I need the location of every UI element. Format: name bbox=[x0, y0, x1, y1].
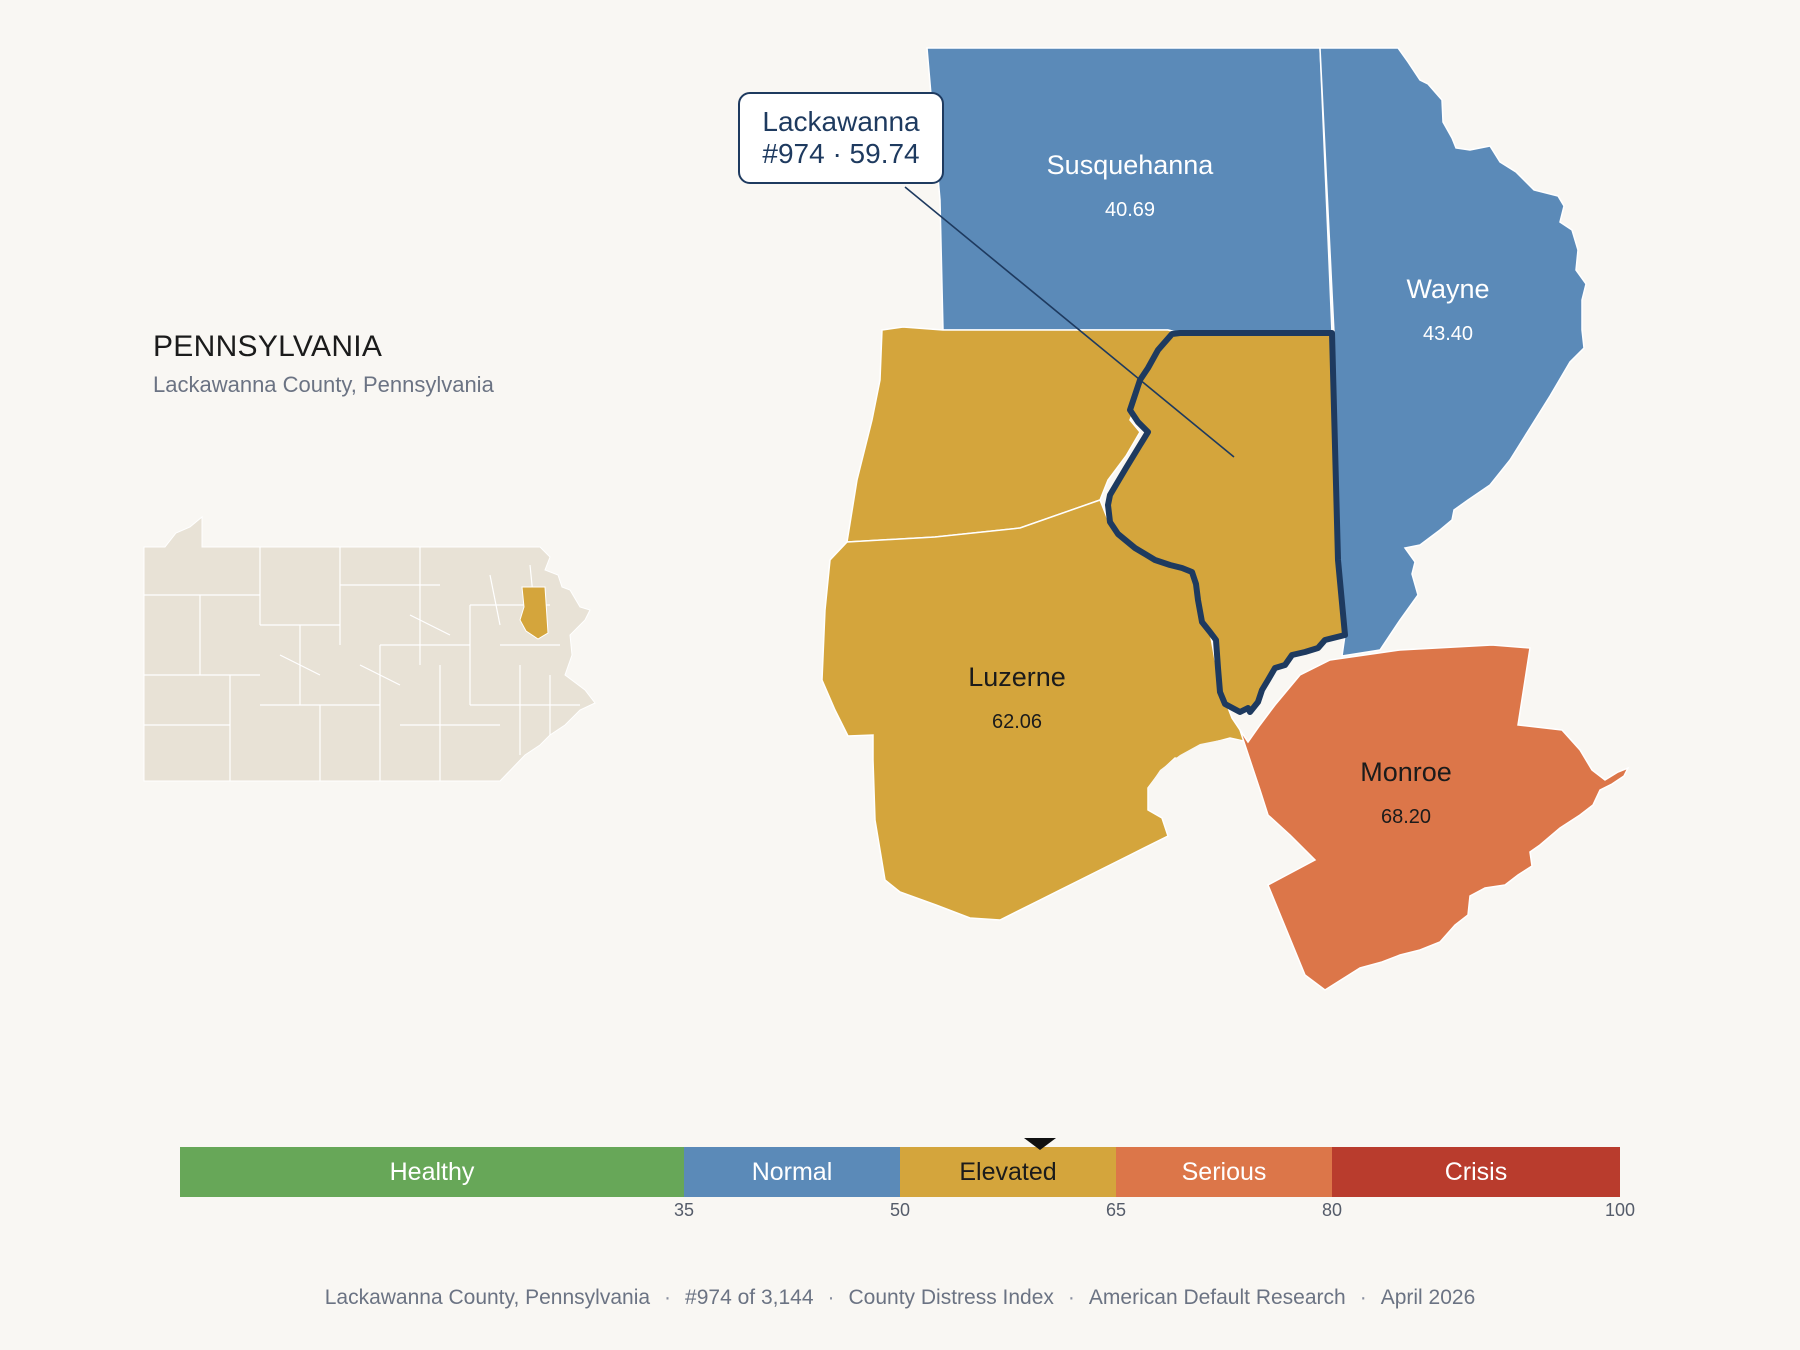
monroe-label: Monroe bbox=[1360, 757, 1452, 787]
luzerne-gap-water bbox=[1148, 740, 1240, 818]
footer-item: American Default Research bbox=[1088, 1286, 1346, 1309]
footer-item: April 2026 bbox=[1380, 1286, 1476, 1309]
monroe-value: 68.20 bbox=[1381, 806, 1431, 828]
scale-band-serious: Serious bbox=[1116, 1147, 1332, 1197]
susquehanna-label: Susquehanna bbox=[1047, 150, 1215, 180]
inset-county-lines bbox=[144, 547, 580, 781]
current-value-marker-icon bbox=[1024, 1138, 1057, 1150]
wayne-label: Wayne bbox=[1406, 274, 1489, 304]
scale-tick-label: 100 bbox=[1604, 1200, 1636, 1220]
county-map: Susquehanna 40.69 Wayne 43.40 Luzerne 62.06 Mo… bbox=[821, 47, 1630, 991]
distress-scale-bar: Healthy Normal Elevated Serious Crisis bbox=[180, 1147, 1620, 1197]
footer-separator: · bbox=[1359, 1286, 1367, 1309]
scale-band-normal: Normal bbox=[684, 1147, 900, 1197]
footer-item: Lackawanna County, Pennsylvania bbox=[324, 1286, 651, 1309]
scale-band-crisis: Crisis bbox=[1332, 1147, 1620, 1197]
scale-tick-label: 35 bbox=[673, 1200, 695, 1220]
county-monroe[interactable] bbox=[1239, 644, 1630, 991]
luzerne-value: 62.06 bbox=[992, 711, 1042, 733]
inset-highlight-county bbox=[519, 586, 549, 640]
scale-tick-label: 65 bbox=[1105, 1200, 1127, 1220]
scale-band-healthy: Healthy bbox=[180, 1147, 684, 1197]
scale-tick-label: 80 bbox=[1321, 1200, 1343, 1220]
callout-rank-score: #974 · 59.74 bbox=[762, 138, 920, 169]
callout-county-name: Lackawanna bbox=[762, 106, 920, 137]
pennsylvania-outline bbox=[143, 515, 596, 782]
susquehanna-value: 40.69 bbox=[1105, 199, 1155, 221]
pennsylvania-inset-map bbox=[143, 515, 596, 782]
scale-band-elevated: Elevated bbox=[900, 1147, 1116, 1197]
state-title: PENNSYLVANIA bbox=[153, 330, 383, 363]
wayne-value: 43.40 bbox=[1423, 323, 1473, 345]
footer-item: #974 of 3,144 bbox=[685, 1286, 814, 1309]
footer: Lackawanna County, Pennsylvania · #974 of … bbox=[0, 1286, 1800, 1310]
footer-item: County Distress Index bbox=[848, 1286, 1054, 1309]
county-wayne[interactable] bbox=[1319, 47, 1587, 657]
county-susquehanna[interactable] bbox=[926, 47, 1333, 334]
scale-tick-label: 50 bbox=[889, 1200, 911, 1220]
footer-separator: · bbox=[827, 1286, 835, 1309]
state-subtitle: Lackawanna County, Pennsylvania bbox=[153, 372, 494, 397]
county-lackawanna-highlighted[interactable] bbox=[1105, 330, 1348, 715]
county-callout: Lackawanna #974 · 59.74 bbox=[738, 92, 944, 184]
footer-separator: · bbox=[664, 1286, 672, 1309]
luzerne-label: Luzerne bbox=[968, 662, 1066, 692]
callout-leader-line bbox=[904, 186, 1235, 458]
footer-separator: · bbox=[1067, 1286, 1075, 1309]
